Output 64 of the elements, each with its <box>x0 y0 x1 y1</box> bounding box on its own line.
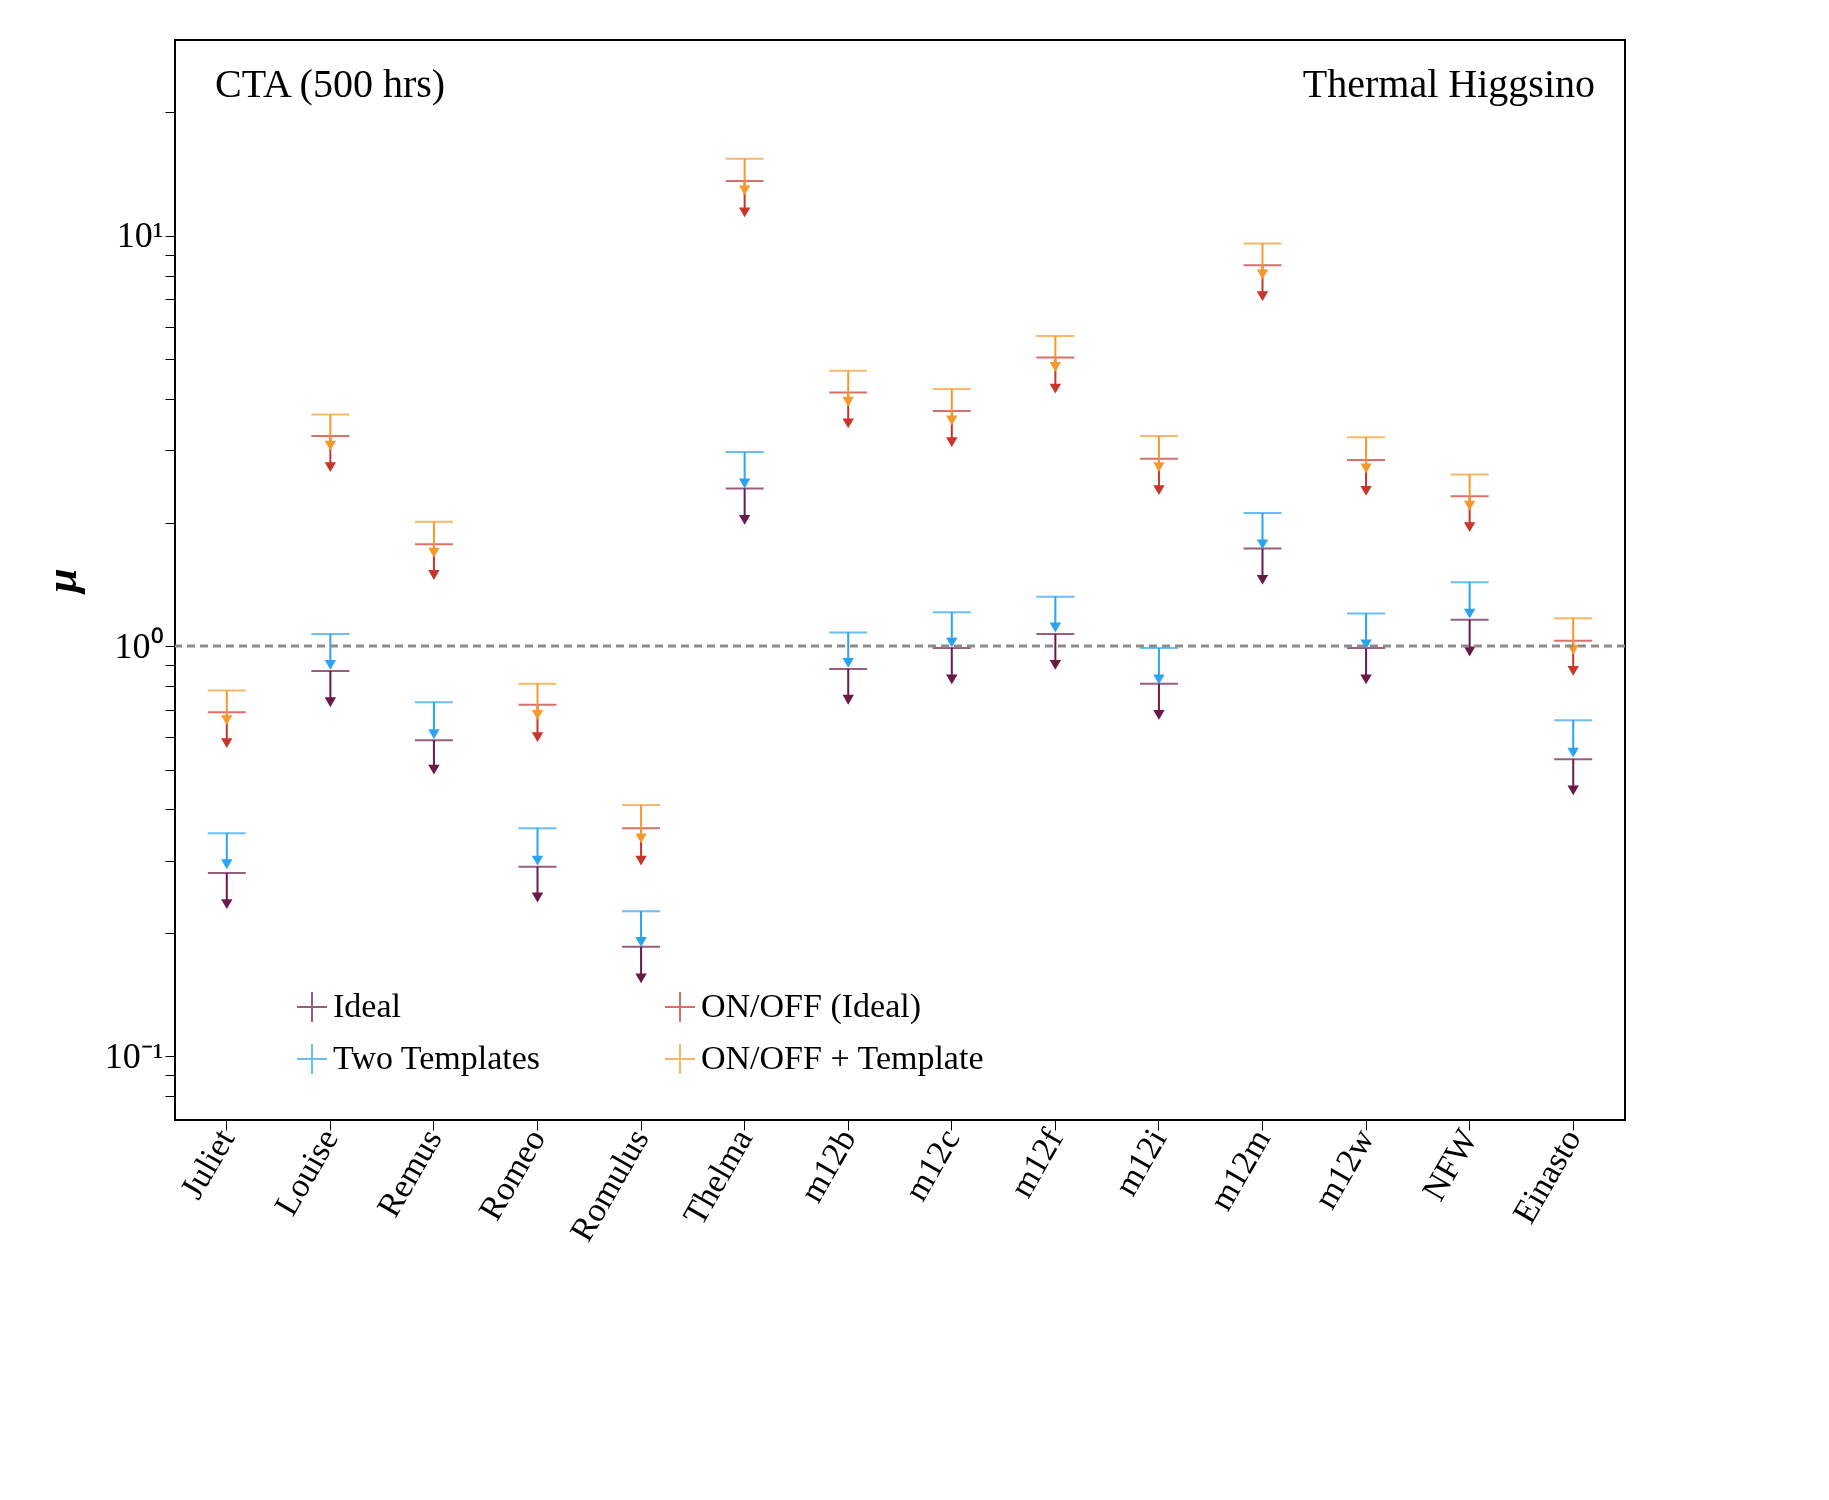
point <box>635 937 647 947</box>
point <box>1360 674 1372 685</box>
point <box>1153 485 1165 496</box>
legend-label: ON/OFF + Template <box>701 1039 984 1076</box>
point <box>1567 785 1579 796</box>
point <box>221 859 233 870</box>
annotation: Thermal Higgsino <box>1302 61 1595 106</box>
point <box>1567 747 1579 758</box>
point <box>842 396 854 407</box>
point <box>1049 383 1062 394</box>
point <box>1256 574 1269 585</box>
point <box>738 515 751 525</box>
point <box>842 694 854 705</box>
point <box>946 674 958 685</box>
point <box>221 899 233 910</box>
point <box>946 437 958 448</box>
point <box>635 973 647 984</box>
point <box>221 715 233 726</box>
point <box>842 418 854 429</box>
point <box>1463 500 1476 511</box>
point <box>635 855 647 866</box>
point <box>946 637 958 648</box>
point <box>428 570 440 580</box>
point <box>738 207 751 218</box>
legend-label: Two Templates <box>333 1039 541 1076</box>
annotation: CTA (500 hrs) <box>215 61 446 106</box>
point <box>531 892 544 903</box>
point <box>1360 639 1372 650</box>
point <box>324 659 337 670</box>
point <box>1153 674 1165 685</box>
point <box>531 732 544 743</box>
y-axis-title: μ <box>36 568 86 595</box>
point <box>324 440 337 451</box>
point <box>428 764 440 775</box>
point <box>531 855 544 866</box>
point <box>1256 291 1269 302</box>
point <box>428 547 440 558</box>
point <box>1256 539 1269 550</box>
y-tick-label: 10⁻¹ <box>104 1035 164 1076</box>
point <box>1049 362 1062 372</box>
point <box>324 697 337 708</box>
point <box>1463 608 1476 619</box>
point <box>738 185 751 196</box>
point <box>1049 622 1062 633</box>
point <box>428 729 440 740</box>
point <box>1153 709 1165 720</box>
point <box>324 462 337 473</box>
point <box>1463 522 1476 533</box>
point <box>1153 462 1165 473</box>
legend-label: Ideal <box>333 987 401 1024</box>
point <box>1360 463 1372 474</box>
point <box>1256 269 1269 280</box>
point <box>635 833 647 844</box>
point <box>1360 485 1372 496</box>
point <box>738 478 751 489</box>
point <box>531 709 544 720</box>
y-tick-label: 10⁰ <box>114 625 164 666</box>
legend-label: ON/OFF (Ideal) <box>701 987 922 1025</box>
point <box>946 415 958 426</box>
point <box>221 738 233 749</box>
point <box>1567 665 1579 676</box>
point <box>842 657 854 668</box>
y-tick-label: 10¹ <box>116 215 164 256</box>
point <box>1049 659 1062 670</box>
